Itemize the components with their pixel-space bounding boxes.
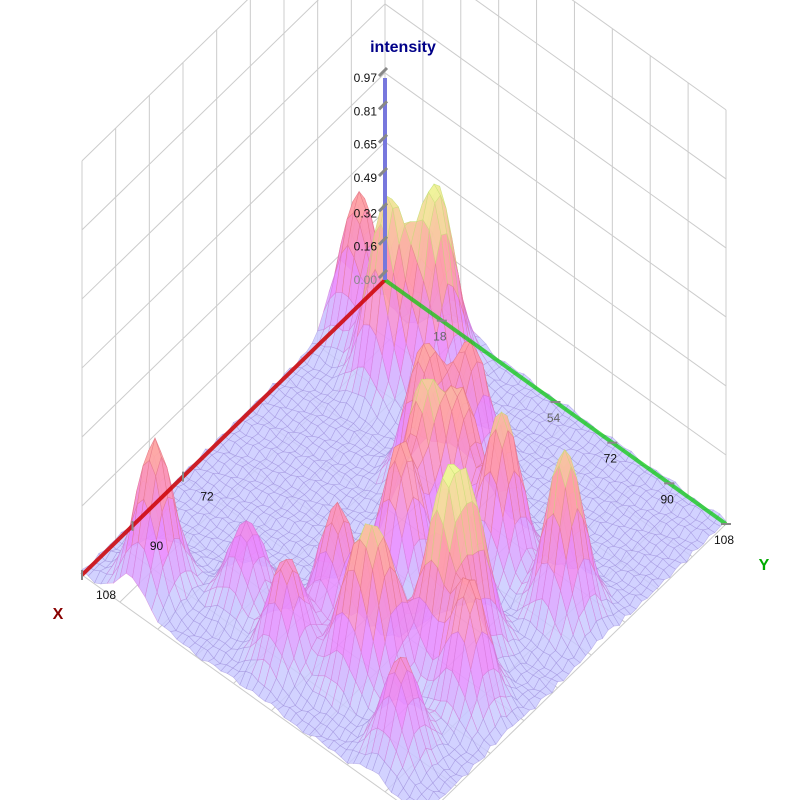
grid-line [384, 72, 727, 318]
grid-line [81, 3, 386, 300]
y-tick-label: 108 [714, 533, 734, 547]
z-tick [377, 133, 389, 144]
label-layer: 0.97 0.81 0.65 0.49 0.32 0.16 0.00 18 54 72 90 108 7… [53, 39, 770, 623]
grid-line [475, 0, 727, 180]
grid-line [81, 141, 386, 438]
z-tick [377, 166, 389, 178]
grid-line [384, 3, 727, 249]
z-axis-title: intensity [370, 39, 436, 56]
z-tick-label: 0.97 [354, 71, 378, 85]
z-tick-label: 0.32 [354, 206, 378, 220]
surface-cell [397, 787, 411, 800]
x-axis-title: X [53, 606, 64, 623]
grid-line [384, 141, 727, 387]
z-tick [377, 235, 389, 246]
z-tick-label: 0.81 [354, 104, 378, 118]
grid-line [81, 210, 386, 507]
x-tick-label: 108 [96, 588, 116, 602]
z-tick [377, 202, 389, 213]
z-tick-label: 0.16 [354, 240, 378, 254]
z-tick [377, 100, 389, 111]
z-tick-label: 0.65 [354, 138, 378, 152]
x-tick-label: 90 [150, 539, 164, 553]
z-tick [377, 268, 389, 280]
surface-cell [416, 793, 428, 800]
grid-line [81, 574, 398, 800]
x-tick-label: 72 [200, 490, 214, 504]
grid-line [571, 0, 727, 111]
y-tick-label: 18 [433, 330, 447, 344]
grid-line [81, 0, 248, 162]
z-tick-label: 0.49 [354, 171, 378, 185]
z-tick [377, 66, 389, 78]
y-axis-title: Y [759, 557, 770, 574]
grid-line [81, 72, 386, 369]
y-tick-label: 72 [604, 452, 618, 466]
grid-line [81, 0, 319, 231]
surface-cell [428, 791, 441, 800]
axis-layer [80, 66, 731, 580]
y-tick-label: 54 [547, 411, 561, 425]
surface-layer [81, 183, 727, 800]
y-tick-label: 90 [660, 492, 674, 506]
surface-cell [409, 784, 422, 800]
grid-line [441, 523, 727, 800]
z-tick-label: 0.00 [354, 273, 378, 287]
